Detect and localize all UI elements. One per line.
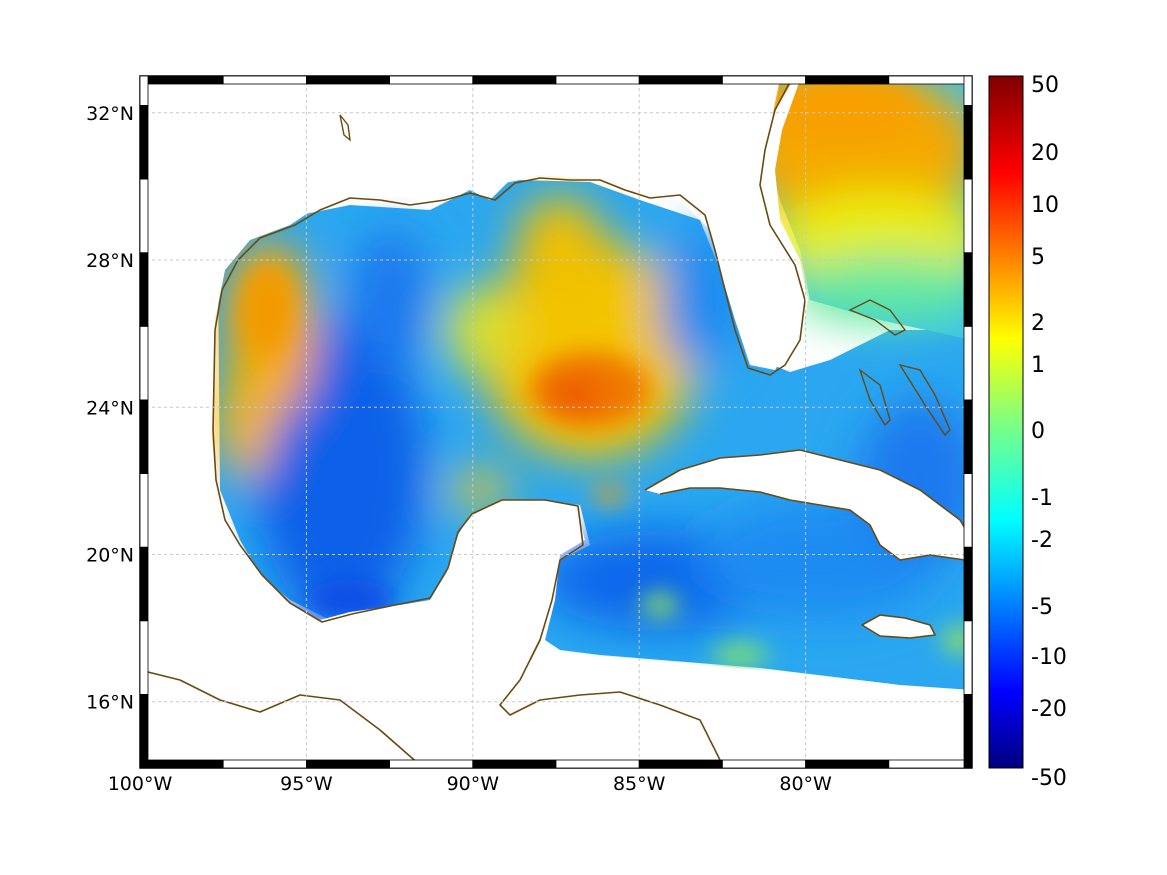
y-tick-label: 16°N bbox=[86, 692, 134, 714]
colorbar-tick-label: -20 bbox=[1031, 697, 1067, 722]
axis-labels: 100°W 95°W 90°W 85°W 80°W 32°N 28°N 24°N 20°N 16°… bbox=[86, 103, 832, 795]
frame-segment bbox=[963, 325, 973, 401]
colorbar-tick-label: 2 bbox=[1031, 311, 1045, 336]
frame-segment bbox=[963, 693, 973, 769]
frame-segment bbox=[888, 75, 973, 85]
y-tick-label: 28°N bbox=[86, 250, 134, 272]
frame-segment bbox=[472, 759, 557, 769]
frame-segment bbox=[305, 75, 390, 85]
frame-segment bbox=[722, 759, 807, 769]
frame-segment bbox=[805, 759, 890, 769]
gridlines bbox=[140, 76, 972, 768]
anomaly-field bbox=[140, 76, 972, 768]
frame-segment bbox=[963, 473, 973, 548]
frame-segment bbox=[139, 252, 149, 327]
frame-segment bbox=[888, 759, 973, 769]
colorbar bbox=[988, 75, 1024, 769]
coastlines bbox=[140, 81, 972, 766]
frame-segment bbox=[139, 693, 149, 769]
frame-segment bbox=[139, 620, 149, 695]
frame-segment bbox=[963, 252, 973, 327]
islands-mask bbox=[645, 450, 972, 638]
y-tick-label: 24°N bbox=[86, 397, 134, 419]
frame-segment bbox=[139, 105, 149, 180]
frame-segment bbox=[389, 759, 474, 769]
colorbar-tick-label: 1 bbox=[1031, 353, 1045, 378]
frame-segment bbox=[222, 759, 307, 769]
frame-segment bbox=[305, 759, 390, 769]
colorbar-tick-label: 0 bbox=[1031, 419, 1045, 444]
x-tick-label: 95°W bbox=[280, 773, 333, 795]
frame-segment bbox=[139, 75, 149, 106]
frame-border-ticks bbox=[139, 75, 973, 769]
colorbar-tick-label: -10 bbox=[1031, 645, 1067, 670]
colorbar-tick-label: -50 bbox=[1031, 766, 1067, 791]
frame-segment bbox=[139, 399, 149, 474]
frame-segment bbox=[963, 105, 973, 180]
y-tick-label: 20°N bbox=[86, 545, 134, 567]
frame-segment bbox=[139, 75, 224, 85]
frame-segment bbox=[963, 620, 973, 695]
frame-segment bbox=[139, 546, 149, 622]
colorbar-tick-label: -2 bbox=[1031, 528, 1053, 553]
y-tick-label: 32°N bbox=[86, 103, 134, 125]
x-tick-label: 100°W bbox=[108, 773, 173, 795]
colorbar-tick-label: 10 bbox=[1031, 193, 1059, 218]
frame-segment bbox=[963, 178, 973, 254]
frame-segment bbox=[139, 759, 224, 769]
frame-segment bbox=[638, 75, 723, 85]
frame-segment bbox=[638, 759, 723, 769]
frame-segment bbox=[722, 75, 807, 85]
frame-segment bbox=[555, 759, 640, 769]
x-tick-label: 80°W bbox=[779, 773, 832, 795]
land-mask bbox=[140, 76, 972, 768]
frame-segment bbox=[472, 75, 557, 85]
colorbar-tick-label: 50 bbox=[1031, 73, 1059, 98]
frame-segment bbox=[139, 178, 149, 254]
colorbar-tick-label: 20 bbox=[1031, 141, 1059, 166]
frame-segment bbox=[389, 75, 474, 85]
frame-segment bbox=[222, 75, 307, 85]
colorbar-tick-label: 5 bbox=[1031, 245, 1045, 270]
x-tick-label: 85°W bbox=[613, 773, 666, 795]
frame-segment bbox=[139, 325, 149, 401]
colorbar-tick-label: -5 bbox=[1031, 595, 1053, 620]
colorbar-tick-label: -1 bbox=[1031, 486, 1053, 511]
frame-segment bbox=[963, 75, 973, 106]
x-tick-label: 90°W bbox=[447, 773, 500, 795]
frame-segment bbox=[805, 75, 890, 85]
frame-segment bbox=[139, 473, 149, 548]
frame-segment bbox=[555, 75, 640, 85]
frame-segment bbox=[963, 546, 973, 622]
frame-segment bbox=[963, 399, 973, 474]
